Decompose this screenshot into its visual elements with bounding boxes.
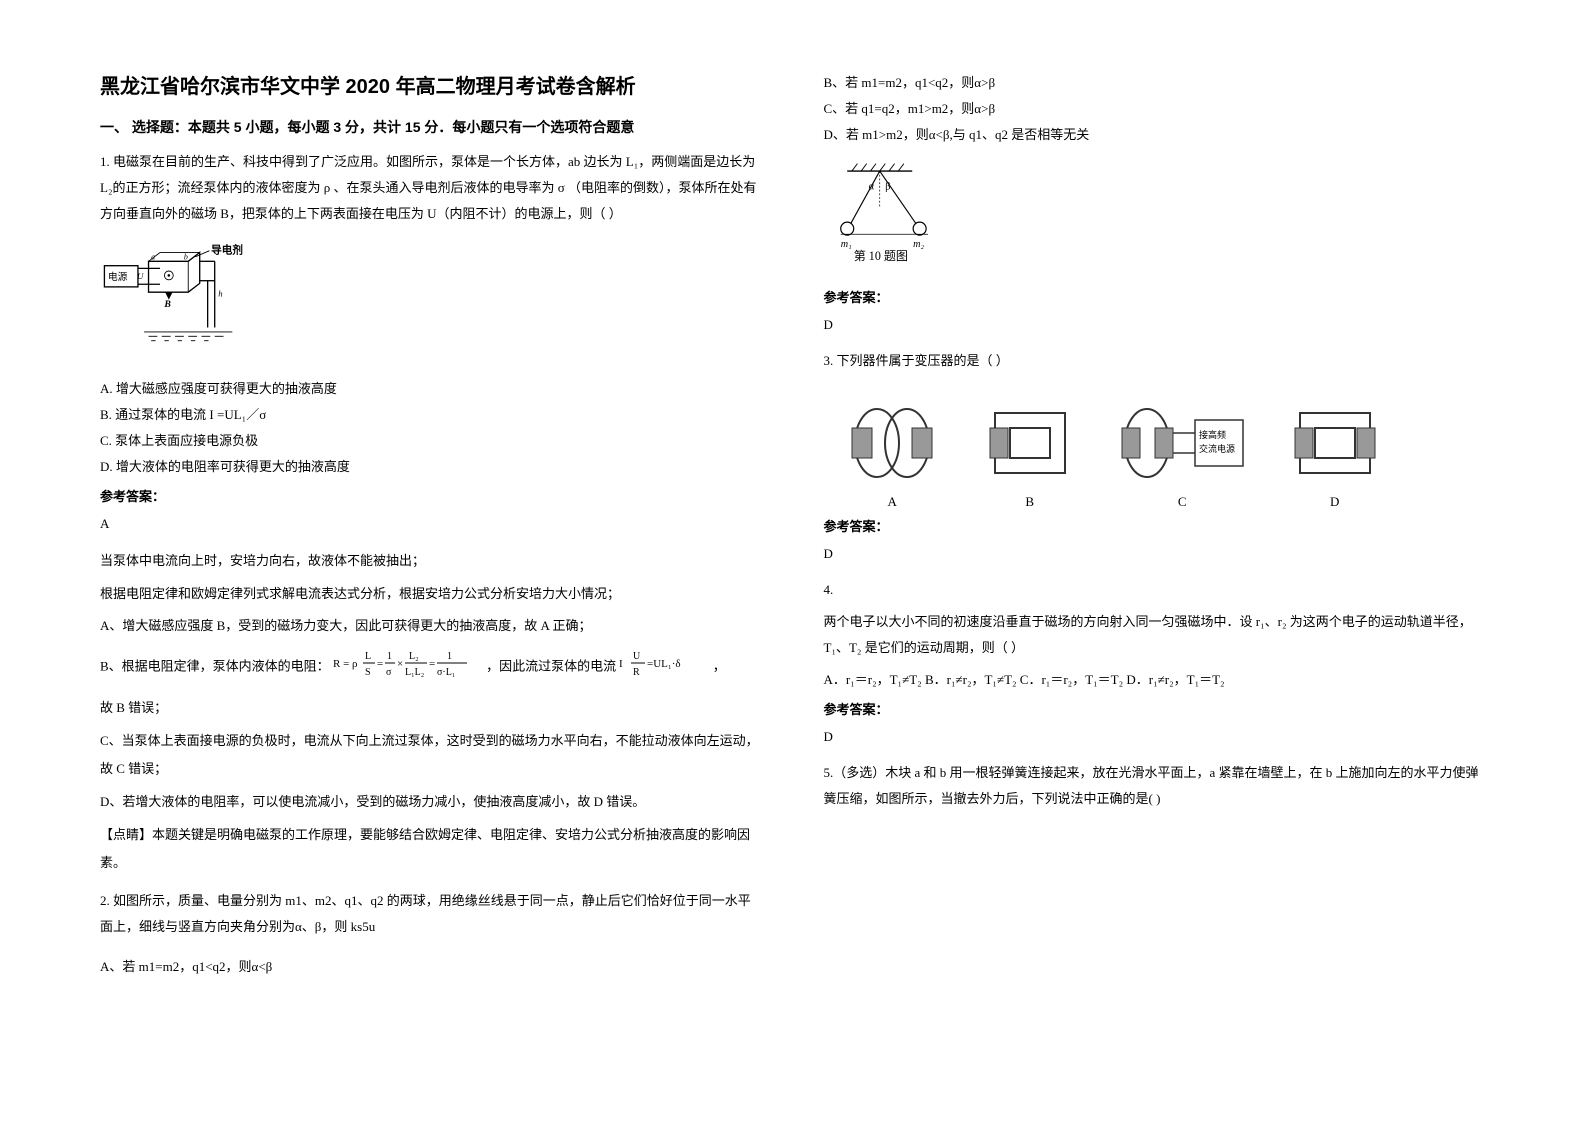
q1-exp7: D、若增大液体的电阻率，可以使电流减小，受到的磁场力减小，使抽液高度减小，故 D…: [100, 788, 764, 817]
svg-text:a: a: [151, 253, 155, 262]
svg-text:L₁L₂: L₁L₂: [405, 667, 424, 678]
q1-answer: A: [100, 511, 764, 537]
q4-opts: A．r₁＝r₂，T₁≠T₂ B．r₁≠r₂，T₁≠T₂ C．r₁＝r₂，T₁＝T…: [824, 667, 1488, 693]
q2-stem: 2. 如图所示，质量、电量分别为 m1、m2、q1、q2 的两球，用绝缘丝线悬于…: [100, 888, 764, 940]
q3-fig-d: D: [1285, 398, 1385, 510]
q4-stem: 两个电子以大小不同的初速度沿垂直于磁场的方向射入同一匀强磁场中．设 r₁、r₂ …: [824, 609, 1488, 661]
q1-opt-d: D. 增大液体的电阻率可获得更大的抽液高度: [100, 454, 764, 480]
q2-figure: α β m₁ m₂ 第 10 题图: [824, 156, 1488, 271]
q3-figure: A B 接高频 交流电源 C: [824, 380, 1404, 510]
svg-text:=: =: [377, 658, 383, 670]
q1-opt-a: A. 增大磁感应强度可获得更大的抽液高度: [100, 376, 764, 402]
svg-text:1: 1: [387, 651, 392, 662]
svg-text:L₂: L₂: [409, 651, 419, 662]
section-heading: 一、 选择题：本题共 5 小题，每小题 3 分，共计 15 分．每小题只有一个选…: [100, 117, 764, 137]
left-column: 黑龙江省哈尔滨市华文中学 2020 年高二物理月考试卷含解析 一、 选择题：本题…: [100, 70, 764, 1082]
q1-exp6: C、当泵体上表面接电源的负极时，电流从下向上流过泵体，这时受到的磁场力水平向右，…: [100, 727, 764, 784]
q1-exp4b: ，因此流过泵体的电流: [486, 658, 616, 673]
q1-opt-b: B. 通过泵体的电流 I =UL₁／σ: [100, 402, 764, 428]
q1-exp1: 当泵体中电流向上时，安培力向右，故液体不能被抽出；: [100, 547, 764, 576]
svg-text:交流电源: 交流电源: [1199, 443, 1235, 454]
svg-text:L: L: [365, 651, 371, 662]
q2-opt-b: B、若 m1=m2，q1<q2，则α>β: [824, 70, 1488, 96]
q2-opt-a: A、若 m1=m2，q1<q2，则α<β: [100, 954, 764, 980]
fig-label-agent: 导电剂: [211, 243, 243, 256]
svg-text:R: R: [633, 667, 640, 678]
right-column: B、若 m1=m2，q1<q2，则α>β C、若 q1=q2，m1>m2，则α>…: [824, 70, 1488, 1082]
fig-u: U: [137, 271, 144, 281]
svg-text:σ·L₁: σ·L₁: [437, 667, 455, 678]
q2-answer: D: [824, 312, 1488, 338]
q1-stem: 1. 电磁泵在目前的生产、科技中得到了广泛应用。如图所示，泵体是一个长方体，ab…: [100, 149, 764, 227]
svg-text:1: 1: [447, 651, 452, 662]
q2-fig-caption: 第 10 题图: [853, 249, 907, 263]
svg-text:m₁: m₁: [840, 239, 851, 250]
fig-label-power: 电源: [108, 270, 128, 283]
q1-answer-label: 参考答案：: [100, 486, 764, 505]
page-title: 黑龙江省哈尔滨市华文中学 2020 年高二物理月考试卷含解析: [100, 70, 764, 99]
svg-text:×: ×: [397, 658, 403, 670]
svg-text:β: β: [885, 182, 890, 193]
q3-fig-b: B: [980, 398, 1080, 510]
svg-text:α: α: [868, 182, 874, 193]
svg-text:R = ρ: R = ρ: [333, 658, 358, 670]
q1-exp8: 【点睛】本题关键是明确电磁泵的工作原理，要能够结合欧姆定律、电阻定律、安培力公式…: [100, 821, 764, 878]
q2-opt-d: D、若 m1>m2，则α<β,与 q1、q2 是否相等无关: [824, 122, 1488, 148]
svg-text:S: S: [365, 667, 371, 678]
q1-figure: 电源 U a b B 导电剂 h: [100, 241, 764, 366]
q1-exp4: B、根据电阻定律，泵体内液体的电阻： R = ρ LS = 1 σ × L₂ L₁L…: [100, 645, 764, 690]
q3-label-a: A: [888, 494, 897, 510]
q3-stem: 3. 下列器件属于变压器的是（ ）: [824, 348, 1488, 374]
pendulum-diagram-icon: α β m₁ m₂ 第 10 题图: [824, 156, 954, 266]
q1-exp4a: B、根据电阻定律，泵体内液体的电阻：: [100, 658, 330, 673]
svg-text:B: B: [163, 299, 171, 310]
svg-text:b: b: [184, 253, 188, 262]
svg-text:σ: σ: [386, 667, 392, 678]
q3-label-b: B: [1025, 494, 1034, 510]
q3-answer: D: [824, 541, 1488, 567]
transformer-d-icon: [1285, 398, 1385, 488]
transformer-c-icon: 接高频 交流电源: [1117, 398, 1247, 488]
q3-fig-c: 接高频 交流电源 C: [1117, 398, 1247, 510]
q3-label-d: D: [1330, 494, 1339, 510]
pump-diagram-icon: 电源 U a b B 导电剂 h: [100, 241, 250, 361]
svg-text:I: I: [619, 658, 623, 670]
svg-text:=UL₁·δ: =UL₁·δ: [647, 658, 681, 670]
q4-answer-label: 参考答案：: [824, 699, 1488, 718]
q1-exp2: 根据电阻定律和欧姆定律列式求解电流表达式分析，根据安培力公式分析安培力大小情况；: [100, 580, 764, 609]
q1-exp3: A、增大磁感应强度 B，受到的磁场力变大，因此可获得更大的抽液高度，故 A 正确…: [100, 612, 764, 641]
q3-label-c: C: [1178, 494, 1187, 510]
transformer-a-icon: [842, 398, 942, 488]
svg-text:h: h: [218, 289, 223, 299]
q2-opt-c: C、若 q1=q2，m1>m2，则α>β: [824, 96, 1488, 122]
q1-exp5: 故 B 错误；: [100, 694, 764, 723]
q1-exp4c: ，: [713, 658, 726, 673]
svg-text:=: =: [429, 658, 435, 670]
q3-answer-label: 参考答案：: [824, 516, 1488, 535]
formula-R: R = ρ LS = 1 σ × L₂ L₁L₂ = 1 σ·L₁: [333, 645, 483, 690]
formula-I: I UR =UL₁·δ: [619, 645, 709, 690]
svg-text:接高频: 接高频: [1199, 429, 1226, 440]
q4-answer: D: [824, 724, 1488, 750]
svg-text:U: U: [633, 651, 641, 662]
transformer-b-icon: [980, 398, 1080, 488]
q1-opt-c: C. 泵体上表面应接电源负极: [100, 428, 764, 454]
q3-fig-a: A: [842, 398, 942, 510]
svg-text:m₂: m₂: [913, 239, 924, 250]
q4-num: 4.: [824, 577, 1488, 603]
q2-answer-label: 参考答案：: [824, 287, 1488, 306]
q5-stem: 5.（多选）木块 a 和 b 用一根轻弹簧连接起来，放在光滑水平面上，a 紧靠在…: [824, 760, 1488, 812]
